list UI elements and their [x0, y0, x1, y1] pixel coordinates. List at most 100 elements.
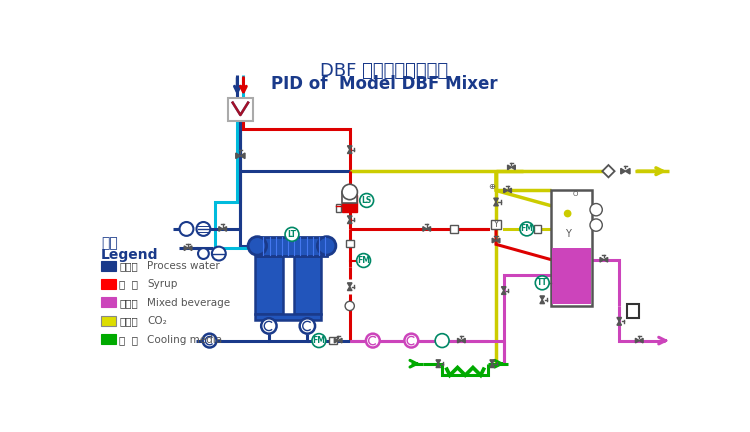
- Polygon shape: [347, 146, 352, 149]
- Polygon shape: [508, 188, 512, 193]
- Polygon shape: [338, 338, 342, 343]
- Circle shape: [312, 334, 326, 347]
- Polygon shape: [458, 338, 461, 343]
- Circle shape: [536, 276, 549, 290]
- Circle shape: [357, 254, 370, 267]
- Polygon shape: [617, 321, 622, 325]
- Polygon shape: [494, 202, 498, 206]
- Circle shape: [366, 334, 380, 347]
- Text: DBF 混合机工作流程图: DBF 混合机工作流程图: [320, 62, 448, 80]
- Polygon shape: [347, 283, 352, 287]
- Bar: [551, 191, 592, 306]
- Polygon shape: [461, 338, 465, 343]
- Polygon shape: [496, 238, 500, 243]
- Circle shape: [435, 334, 449, 347]
- Bar: [101, 298, 116, 308]
- Circle shape: [564, 210, 572, 217]
- Bar: [490, 220, 502, 229]
- Bar: [101, 260, 116, 270]
- Circle shape: [196, 222, 210, 236]
- Text: PID of  Model DBF Mixer: PID of Model DBF Mixer: [271, 75, 498, 93]
- Text: O: O: [573, 191, 578, 197]
- Text: FM: FM: [313, 336, 326, 345]
- Circle shape: [248, 237, 266, 255]
- Polygon shape: [540, 296, 544, 300]
- Text: 混合液: 混合液: [119, 298, 138, 308]
- Text: CO₂: CO₂: [147, 316, 167, 326]
- Polygon shape: [184, 246, 188, 251]
- Text: FM: FM: [520, 225, 533, 233]
- Polygon shape: [347, 287, 352, 291]
- Bar: [101, 334, 116, 344]
- Text: 图例: 图例: [101, 237, 118, 251]
- Bar: [255, 314, 321, 320]
- Bar: [101, 279, 116, 289]
- Polygon shape: [347, 220, 352, 223]
- Polygon shape: [504, 188, 508, 193]
- Polygon shape: [427, 227, 430, 231]
- Text: 碳酸气: 碳酸气: [119, 316, 138, 326]
- Circle shape: [404, 334, 418, 347]
- Text: Process water: Process water: [147, 261, 220, 271]
- Polygon shape: [494, 198, 498, 202]
- Bar: [342, 195, 358, 212]
- Circle shape: [345, 302, 354, 311]
- Text: Syrup: Syrup: [147, 280, 178, 289]
- Bar: [255, 256, 283, 314]
- Bar: [228, 98, 253, 121]
- Circle shape: [520, 222, 534, 236]
- Polygon shape: [600, 257, 604, 262]
- Polygon shape: [617, 318, 622, 321]
- Polygon shape: [621, 168, 626, 174]
- Polygon shape: [639, 338, 643, 343]
- Polygon shape: [334, 338, 338, 343]
- Bar: [329, 337, 337, 344]
- Polygon shape: [423, 227, 427, 231]
- Text: Y: Y: [494, 220, 499, 229]
- Text: LT: LT: [287, 230, 296, 239]
- Circle shape: [285, 227, 299, 241]
- Polygon shape: [236, 153, 241, 159]
- Bar: [552, 248, 591, 305]
- Text: 冷  媒: 冷 媒: [119, 335, 139, 345]
- Bar: [342, 192, 358, 203]
- Bar: [450, 225, 458, 233]
- Text: Mixed beverage: Mixed beverage: [147, 298, 230, 308]
- Text: 无菌水: 无菌水: [119, 261, 138, 271]
- Text: 糖  浆: 糖 浆: [119, 280, 139, 289]
- Polygon shape: [223, 227, 226, 231]
- Polygon shape: [241, 153, 245, 159]
- Text: ⊕: ⊕: [489, 182, 496, 191]
- Polygon shape: [502, 291, 506, 294]
- Bar: [257, 237, 327, 256]
- Text: TT: TT: [537, 278, 548, 287]
- Circle shape: [300, 318, 315, 334]
- Polygon shape: [502, 287, 506, 291]
- Polygon shape: [492, 238, 496, 243]
- Text: LS: LS: [362, 196, 372, 205]
- Circle shape: [212, 247, 226, 260]
- Bar: [101, 316, 116, 326]
- Circle shape: [202, 334, 217, 347]
- Polygon shape: [188, 246, 192, 251]
- Polygon shape: [219, 227, 223, 231]
- Text: Cooling media: Cooling media: [147, 335, 222, 345]
- Bar: [534, 225, 542, 233]
- Text: Y: Y: [565, 229, 571, 239]
- Polygon shape: [635, 338, 639, 343]
- Circle shape: [261, 318, 277, 334]
- Bar: [627, 305, 639, 318]
- Polygon shape: [604, 257, 608, 262]
- Circle shape: [342, 184, 358, 200]
- Polygon shape: [347, 149, 352, 153]
- Polygon shape: [436, 360, 440, 364]
- Polygon shape: [347, 216, 352, 220]
- Polygon shape: [602, 165, 614, 178]
- Polygon shape: [490, 360, 494, 364]
- Polygon shape: [626, 168, 630, 174]
- Polygon shape: [436, 364, 440, 368]
- Polygon shape: [490, 364, 494, 368]
- Circle shape: [590, 219, 602, 231]
- Text: FM: FM: [357, 256, 370, 265]
- Circle shape: [179, 222, 194, 236]
